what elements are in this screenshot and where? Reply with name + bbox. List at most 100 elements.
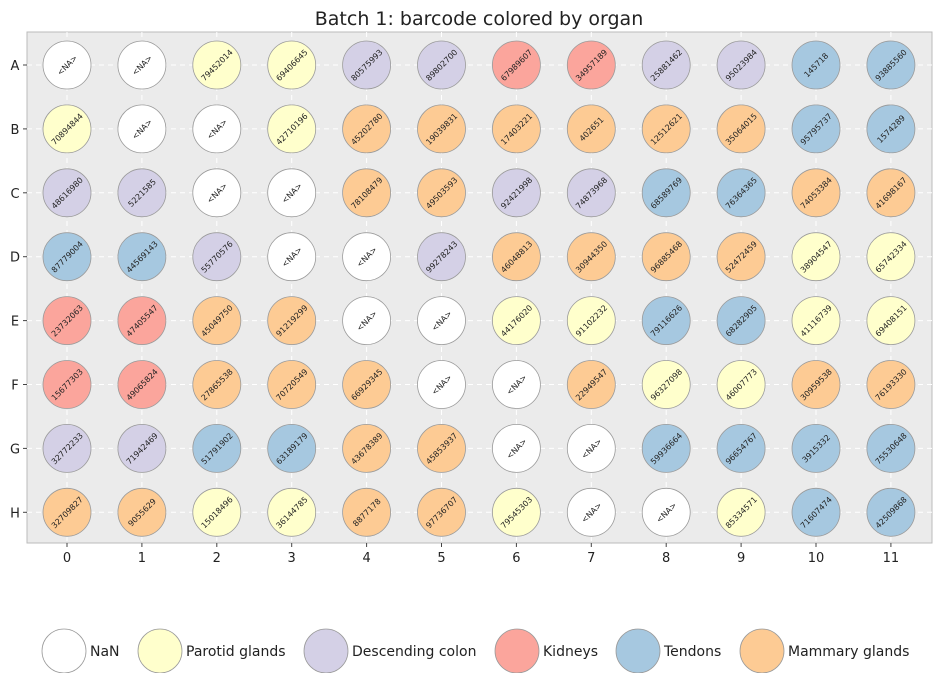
well: 52472459 bbox=[716, 232, 766, 282]
well-circle bbox=[716, 168, 766, 218]
row-tick-label: E bbox=[11, 315, 19, 330]
well-circle bbox=[117, 423, 167, 473]
column-tick-label: 8 bbox=[662, 551, 670, 566]
well-circle bbox=[492, 296, 541, 346]
well: 70720549 bbox=[267, 360, 317, 409]
well: 44569143 bbox=[117, 232, 167, 282]
well-circle bbox=[866, 296, 916, 346]
wells-group: <NA> <NA> 79452014 69406645 80575993 89802700… bbox=[42, 40, 916, 537]
well-circle bbox=[716, 40, 766, 90]
well-circle bbox=[42, 40, 92, 90]
well-circle bbox=[791, 232, 841, 282]
well: 71607474 bbox=[791, 487, 841, 537]
well: 59936664 bbox=[641, 423, 691, 473]
well: 48616980 bbox=[42, 168, 92, 218]
well: <NA> bbox=[492, 423, 541, 473]
well: <NA> bbox=[342, 296, 392, 346]
well-circle bbox=[192, 232, 242, 282]
well: <NA> bbox=[117, 104, 167, 154]
well: 30944350 bbox=[566, 232, 616, 282]
well: 9055629 bbox=[117, 487, 167, 537]
legend-swatch bbox=[41, 628, 87, 673]
legend-label: NaN bbox=[90, 644, 120, 660]
well: <NA> bbox=[566, 423, 616, 473]
well: 12512621 bbox=[641, 104, 691, 154]
well: 46007773 bbox=[716, 360, 766, 409]
well-circle bbox=[641, 296, 691, 346]
well-circle bbox=[417, 487, 466, 537]
well-circle bbox=[566, 168, 616, 218]
well-circle bbox=[492, 168, 541, 218]
well-circle bbox=[342, 360, 392, 409]
well-circle bbox=[42, 232, 92, 282]
well: 43678389 bbox=[342, 423, 392, 473]
well-circle bbox=[342, 104, 392, 154]
legend: NaN Parotid glands Descending colon Kidneys… bbox=[41, 628, 909, 673]
well: 95023984 bbox=[716, 40, 766, 90]
row-tick-label: H bbox=[10, 506, 20, 521]
well-circle bbox=[417, 168, 466, 218]
well: 27865538 bbox=[192, 360, 242, 409]
well-circle bbox=[791, 296, 841, 346]
well: 19039831 bbox=[417, 104, 466, 154]
well-circle bbox=[492, 487, 541, 537]
well: 96885468 bbox=[641, 232, 691, 282]
well: 63189179 bbox=[267, 423, 317, 473]
well: 45049750 bbox=[192, 296, 242, 346]
column-tick-label: 6 bbox=[512, 551, 520, 566]
legend-label: Parotid glands bbox=[186, 644, 286, 660]
well-circle bbox=[42, 104, 92, 154]
legend-swatch bbox=[739, 628, 785, 673]
well: 22949547 bbox=[566, 360, 616, 409]
well-circle bbox=[192, 423, 242, 473]
well: 32772233 bbox=[42, 423, 92, 473]
well-circle bbox=[641, 232, 691, 282]
well-circle bbox=[492, 40, 541, 90]
column-tick-label: 10 bbox=[808, 551, 825, 566]
well-circle bbox=[641, 104, 691, 154]
well-circle bbox=[342, 423, 392, 473]
well-circle bbox=[641, 423, 691, 473]
well: <NA> bbox=[566, 487, 616, 537]
legend-swatch bbox=[494, 628, 540, 673]
well-circle bbox=[42, 168, 92, 218]
legend-item: Kidneys bbox=[494, 628, 598, 673]
well: <NA> bbox=[42, 40, 92, 90]
well-circle bbox=[566, 423, 616, 473]
well: 66929345 bbox=[342, 360, 392, 409]
well-circle bbox=[192, 168, 242, 218]
well-circle bbox=[342, 232, 392, 282]
well-circle bbox=[42, 423, 92, 473]
well: 32709827 bbox=[42, 487, 92, 537]
well: 80575993 bbox=[342, 40, 392, 90]
well-circle bbox=[42, 360, 92, 409]
well: 76364365 bbox=[716, 168, 766, 218]
well: 145718 bbox=[791, 40, 841, 90]
well: 97736707 bbox=[417, 487, 466, 537]
well-circle bbox=[342, 40, 392, 90]
well-circle bbox=[791, 40, 841, 90]
well-circle bbox=[866, 104, 916, 154]
well-circle bbox=[117, 40, 167, 90]
well: 1574289 bbox=[866, 104, 916, 154]
well: 45853937 bbox=[417, 423, 466, 473]
well: 76193330 bbox=[866, 360, 916, 409]
row-tick-labels: A B C D E F G H bbox=[10, 59, 27, 521]
row-tick-label: F bbox=[11, 379, 18, 394]
well: 74053384 bbox=[791, 168, 841, 218]
column-tick-label: 5 bbox=[437, 551, 445, 566]
well-circle bbox=[791, 168, 841, 218]
well-circle bbox=[117, 168, 167, 218]
well-circle bbox=[791, 487, 841, 537]
well-circle bbox=[342, 487, 392, 537]
well-circle bbox=[566, 40, 616, 90]
well-circle bbox=[716, 296, 766, 346]
column-tick-label: 9 bbox=[737, 551, 745, 566]
well: 51791902 bbox=[192, 423, 242, 473]
well: 34957189 bbox=[566, 40, 616, 90]
well: 65742334 bbox=[866, 232, 916, 282]
well-circle bbox=[791, 423, 841, 473]
well: 78108479 bbox=[342, 168, 392, 218]
well: 71942469 bbox=[117, 423, 167, 473]
well-circle bbox=[192, 40, 242, 90]
